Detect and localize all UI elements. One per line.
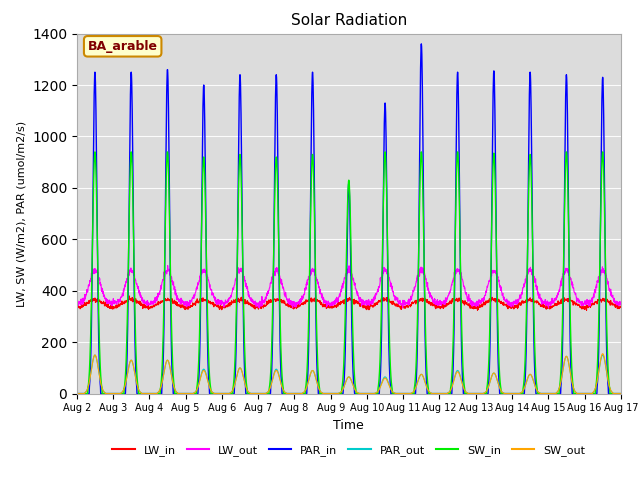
LW_out — [164, 263, 172, 268]
SW_in — [617, 391, 625, 396]
SW_out — [225, 391, 232, 396]
SW_out — [584, 391, 591, 396]
PAR_out — [376, 384, 384, 389]
PAR_in — [376, 379, 384, 384]
SW_in — [507, 391, 515, 396]
SW_out — [568, 382, 576, 387]
LW_in — [73, 304, 81, 310]
PAR_out — [91, 352, 99, 358]
LW_out — [399, 305, 406, 311]
SW_in — [225, 391, 232, 396]
PAR_in — [73, 391, 81, 396]
PAR_out — [73, 391, 81, 396]
PAR_out — [225, 391, 232, 396]
Line: SW_in: SW_in — [77, 152, 621, 394]
PAR_out — [584, 391, 591, 396]
SW_in — [569, 380, 577, 385]
PAR_in — [617, 391, 625, 396]
LW_in — [617, 304, 625, 310]
X-axis label: Time: Time — [333, 419, 364, 432]
PAR_out — [569, 383, 577, 388]
PAR_in — [507, 391, 515, 396]
PAR_in — [569, 391, 577, 396]
Line: LW_in: LW_in — [77, 296, 621, 311]
SW_in — [73, 391, 81, 396]
SW_out — [73, 391, 81, 396]
LW_in — [507, 304, 515, 310]
PAR_out — [507, 391, 515, 396]
LW_in — [365, 303, 372, 309]
LW_in — [569, 298, 577, 303]
Y-axis label: LW, SW (W/m2), PAR (umol/m2/s): LW, SW (W/m2), PAR (umol/m2/s) — [17, 120, 26, 307]
SW_out — [364, 391, 372, 396]
SW_in — [91, 149, 99, 155]
LW_out — [365, 299, 372, 304]
LW_out — [584, 299, 592, 305]
SW_out — [507, 391, 515, 396]
SW_out — [617, 391, 625, 396]
PAR_in — [584, 391, 591, 396]
PAR_in — [417, 41, 425, 47]
Line: LW_out: LW_out — [77, 265, 621, 308]
Line: PAR_in: PAR_in — [77, 44, 621, 394]
SW_in — [376, 350, 384, 356]
LW_out — [507, 300, 515, 306]
Text: BA_arable: BA_arable — [88, 40, 157, 53]
PAR_in — [225, 391, 232, 396]
PAR_out — [365, 391, 372, 396]
LW_out — [225, 298, 232, 304]
LW_out — [73, 302, 81, 308]
PAR_out — [617, 391, 625, 396]
Line: PAR_out: PAR_out — [77, 355, 621, 394]
Line: SW_out: SW_out — [77, 354, 621, 394]
LW_out — [376, 275, 384, 281]
LW_in — [125, 293, 133, 299]
Legend: LW_in, LW_out, PAR_in, PAR_out, SW_in, SW_out: LW_in, LW_out, PAR_in, PAR_out, SW_in, S… — [108, 440, 589, 460]
SW_out — [376, 385, 384, 391]
SW_out — [599, 351, 607, 357]
LW_out — [569, 285, 577, 291]
Title: Solar Radiation: Solar Radiation — [291, 13, 407, 28]
SW_in — [584, 391, 591, 396]
LW_in — [582, 308, 590, 313]
PAR_in — [364, 391, 372, 396]
LW_in — [225, 301, 232, 307]
LW_in — [584, 303, 592, 309]
SW_in — [365, 391, 372, 396]
LW_out — [617, 301, 625, 307]
LW_in — [376, 298, 384, 304]
